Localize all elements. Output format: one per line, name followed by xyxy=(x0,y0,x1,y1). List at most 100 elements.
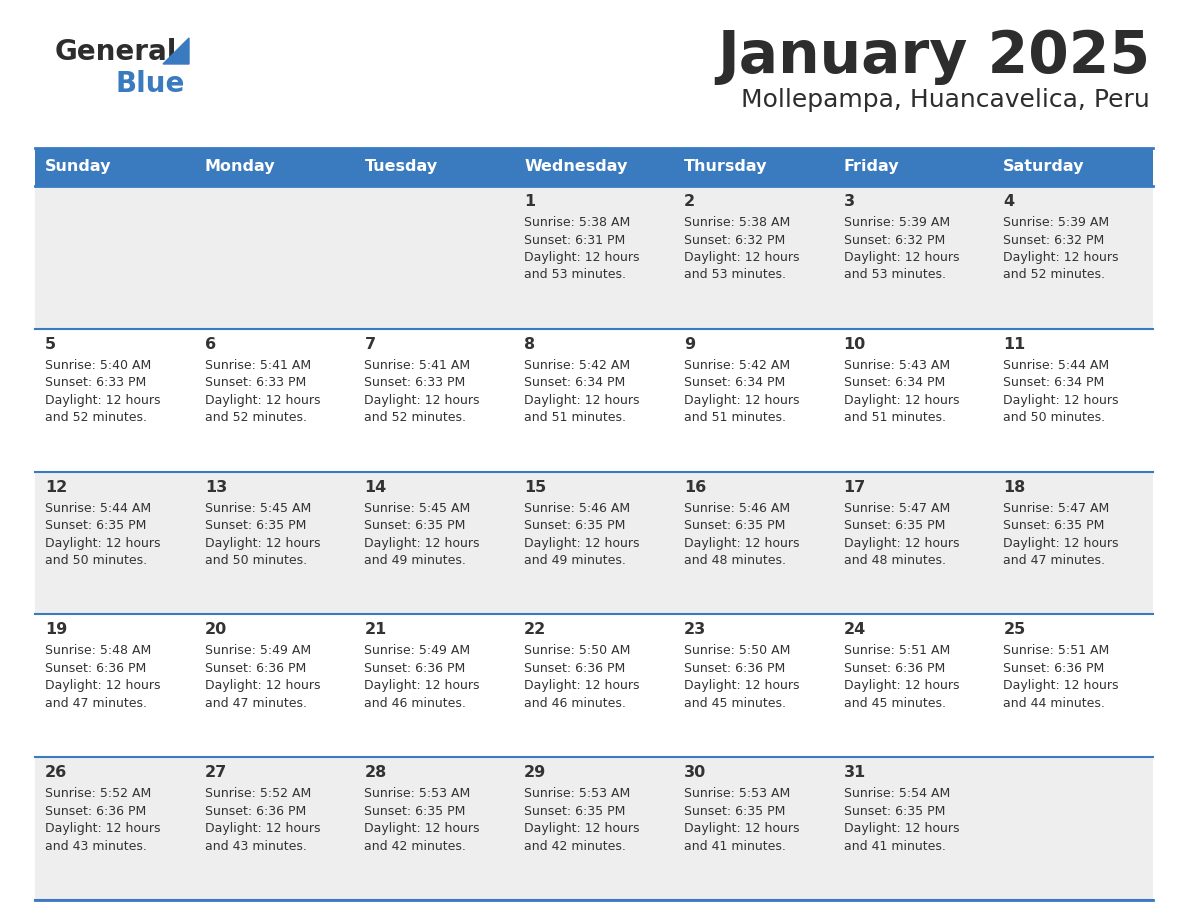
Text: Sunrise: 5:47 AM: Sunrise: 5:47 AM xyxy=(843,501,950,515)
Text: 4: 4 xyxy=(1004,194,1015,209)
Text: Sunday: Sunday xyxy=(45,160,112,174)
Text: Sunset: 6:35 PM: Sunset: 6:35 PM xyxy=(684,805,785,818)
Text: and 49 minutes.: and 49 minutes. xyxy=(524,554,626,567)
Text: Daylight: 12 hours: Daylight: 12 hours xyxy=(45,823,160,835)
Text: and 46 minutes.: and 46 minutes. xyxy=(365,697,467,710)
Text: General: General xyxy=(55,38,177,66)
Text: Sunset: 6:34 PM: Sunset: 6:34 PM xyxy=(1004,376,1105,389)
Text: Sunset: 6:36 PM: Sunset: 6:36 PM xyxy=(45,662,146,675)
Text: Daylight: 12 hours: Daylight: 12 hours xyxy=(365,823,480,835)
Text: and 53 minutes.: and 53 minutes. xyxy=(684,268,785,282)
Text: 7: 7 xyxy=(365,337,375,352)
Text: Sunset: 6:35 PM: Sunset: 6:35 PM xyxy=(843,519,944,532)
Text: 22: 22 xyxy=(524,622,546,637)
Text: 27: 27 xyxy=(204,766,227,780)
Text: Sunrise: 5:53 AM: Sunrise: 5:53 AM xyxy=(365,788,470,800)
Text: 31: 31 xyxy=(843,766,866,780)
Text: Sunset: 6:36 PM: Sunset: 6:36 PM xyxy=(524,662,625,675)
Text: Sunrise: 5:41 AM: Sunrise: 5:41 AM xyxy=(365,359,470,372)
Text: Sunrise: 5:51 AM: Sunrise: 5:51 AM xyxy=(1004,644,1110,657)
Text: Sunrise: 5:46 AM: Sunrise: 5:46 AM xyxy=(524,501,631,515)
Text: Daylight: 12 hours: Daylight: 12 hours xyxy=(524,823,639,835)
Text: and 50 minutes.: and 50 minutes. xyxy=(45,554,147,567)
Text: Daylight: 12 hours: Daylight: 12 hours xyxy=(843,679,959,692)
Text: Sunrise: 5:50 AM: Sunrise: 5:50 AM xyxy=(684,644,790,657)
Text: Sunset: 6:36 PM: Sunset: 6:36 PM xyxy=(843,662,944,675)
Text: Sunrise: 5:53 AM: Sunrise: 5:53 AM xyxy=(524,788,631,800)
Text: Sunset: 6:32 PM: Sunset: 6:32 PM xyxy=(1004,233,1105,247)
Text: 14: 14 xyxy=(365,479,386,495)
Text: Sunrise: 5:39 AM: Sunrise: 5:39 AM xyxy=(1004,216,1110,229)
Text: and 47 minutes.: and 47 minutes. xyxy=(45,697,147,710)
Text: 8: 8 xyxy=(524,337,536,352)
Text: Sunrise: 5:43 AM: Sunrise: 5:43 AM xyxy=(843,359,949,372)
Text: Sunrise: 5:50 AM: Sunrise: 5:50 AM xyxy=(524,644,631,657)
Text: Daylight: 12 hours: Daylight: 12 hours xyxy=(524,251,639,264)
Text: Daylight: 12 hours: Daylight: 12 hours xyxy=(684,394,800,407)
Text: Daylight: 12 hours: Daylight: 12 hours xyxy=(45,537,160,550)
Bar xyxy=(514,148,674,186)
Text: and 43 minutes.: and 43 minutes. xyxy=(45,840,147,853)
Text: 15: 15 xyxy=(524,479,546,495)
Text: Sunrise: 5:52 AM: Sunrise: 5:52 AM xyxy=(45,788,151,800)
Text: Daylight: 12 hours: Daylight: 12 hours xyxy=(365,537,480,550)
Text: Sunrise: 5:38 AM: Sunrise: 5:38 AM xyxy=(684,216,790,229)
Text: and 51 minutes.: and 51 minutes. xyxy=(524,411,626,424)
Text: 9: 9 xyxy=(684,337,695,352)
Text: and 50 minutes.: and 50 minutes. xyxy=(1004,411,1105,424)
Text: Daylight: 12 hours: Daylight: 12 hours xyxy=(204,394,321,407)
Text: Sunset: 6:32 PM: Sunset: 6:32 PM xyxy=(843,233,944,247)
Text: Sunset: 6:35 PM: Sunset: 6:35 PM xyxy=(45,519,146,532)
Text: and 45 minutes.: and 45 minutes. xyxy=(684,697,785,710)
Text: and 51 minutes.: and 51 minutes. xyxy=(843,411,946,424)
Text: Sunset: 6:35 PM: Sunset: 6:35 PM xyxy=(524,519,626,532)
Text: Daylight: 12 hours: Daylight: 12 hours xyxy=(524,537,639,550)
Text: 5: 5 xyxy=(45,337,56,352)
Text: Daylight: 12 hours: Daylight: 12 hours xyxy=(1004,394,1119,407)
Text: and 52 minutes.: and 52 minutes. xyxy=(1004,268,1105,282)
Text: Saturday: Saturday xyxy=(1004,160,1085,174)
Bar xyxy=(34,329,1154,472)
Text: Daylight: 12 hours: Daylight: 12 hours xyxy=(843,537,959,550)
Text: Daylight: 12 hours: Daylight: 12 hours xyxy=(1004,679,1119,692)
Text: Sunset: 6:36 PM: Sunset: 6:36 PM xyxy=(684,662,785,675)
Text: Sunrise: 5:53 AM: Sunrise: 5:53 AM xyxy=(684,788,790,800)
Text: Sunset: 6:32 PM: Sunset: 6:32 PM xyxy=(684,233,785,247)
Text: Tuesday: Tuesday xyxy=(365,160,437,174)
Text: Sunrise: 5:49 AM: Sunrise: 5:49 AM xyxy=(365,644,470,657)
Text: 30: 30 xyxy=(684,766,706,780)
Text: Sunrise: 5:42 AM: Sunrise: 5:42 AM xyxy=(684,359,790,372)
Text: Sunset: 6:35 PM: Sunset: 6:35 PM xyxy=(204,519,307,532)
Text: 10: 10 xyxy=(843,337,866,352)
Text: Sunset: 6:35 PM: Sunset: 6:35 PM xyxy=(365,805,466,818)
Text: and 53 minutes.: and 53 minutes. xyxy=(524,268,626,282)
Text: and 50 minutes.: and 50 minutes. xyxy=(204,554,307,567)
Text: Daylight: 12 hours: Daylight: 12 hours xyxy=(843,823,959,835)
Text: 18: 18 xyxy=(1004,479,1025,495)
Text: 24: 24 xyxy=(843,622,866,637)
Text: Sunrise: 5:49 AM: Sunrise: 5:49 AM xyxy=(204,644,311,657)
Text: and 51 minutes.: and 51 minutes. xyxy=(684,411,785,424)
Text: Daylight: 12 hours: Daylight: 12 hours xyxy=(45,679,160,692)
Text: Sunrise: 5:45 AM: Sunrise: 5:45 AM xyxy=(365,501,470,515)
Text: Sunset: 6:35 PM: Sunset: 6:35 PM xyxy=(365,519,466,532)
Text: Daylight: 12 hours: Daylight: 12 hours xyxy=(524,394,639,407)
Bar xyxy=(674,148,834,186)
Text: Daylight: 12 hours: Daylight: 12 hours xyxy=(684,537,800,550)
Text: 20: 20 xyxy=(204,622,227,637)
Text: Sunrise: 5:38 AM: Sunrise: 5:38 AM xyxy=(524,216,631,229)
Text: Daylight: 12 hours: Daylight: 12 hours xyxy=(843,251,959,264)
Bar xyxy=(34,614,1154,757)
Text: Daylight: 12 hours: Daylight: 12 hours xyxy=(45,394,160,407)
Text: Sunset: 6:36 PM: Sunset: 6:36 PM xyxy=(365,662,466,675)
Text: Daylight: 12 hours: Daylight: 12 hours xyxy=(365,679,480,692)
Text: and 48 minutes.: and 48 minutes. xyxy=(684,554,785,567)
Text: and 52 minutes.: and 52 minutes. xyxy=(365,411,467,424)
Text: and 44 minutes.: and 44 minutes. xyxy=(1004,697,1105,710)
Text: Sunset: 6:35 PM: Sunset: 6:35 PM xyxy=(1004,519,1105,532)
Text: Daylight: 12 hours: Daylight: 12 hours xyxy=(204,823,321,835)
Bar xyxy=(993,148,1154,186)
Text: and 47 minutes.: and 47 minutes. xyxy=(204,697,307,710)
Text: 29: 29 xyxy=(524,766,546,780)
Text: Sunrise: 5:40 AM: Sunrise: 5:40 AM xyxy=(45,359,151,372)
